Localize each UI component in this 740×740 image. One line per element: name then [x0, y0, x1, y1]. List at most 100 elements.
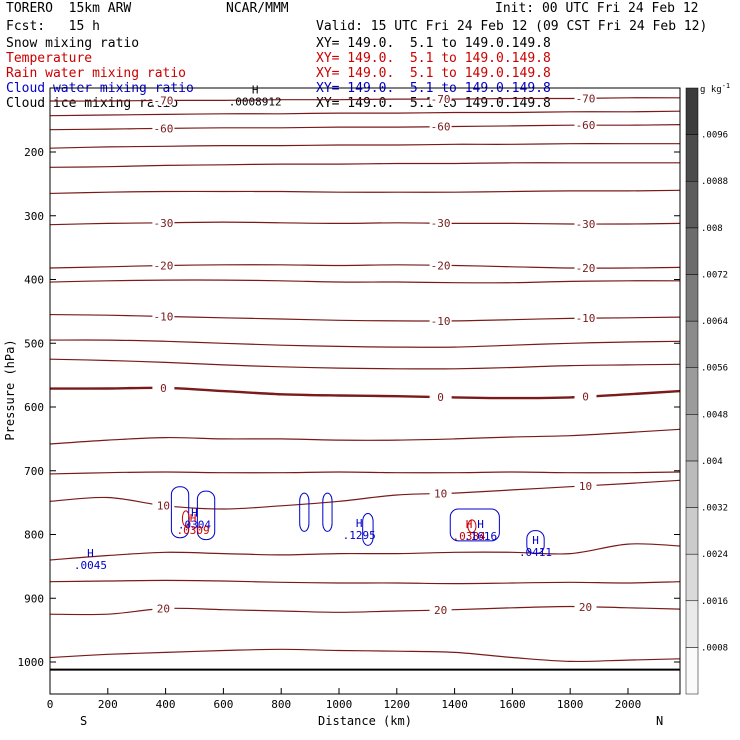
contour-label-bg — [429, 314, 452, 326]
contour-label: -10 — [431, 315, 451, 328]
y-axis-title: Pressure (hPa) — [3, 339, 17, 440]
colorbar-segment — [685, 227, 699, 275]
contour-label-bg — [574, 390, 597, 402]
contour-label: -30 — [153, 217, 173, 230]
colorbar: .0008 .0016 .0024 .0032 .004 .0048 .0056 .0064.… — [685, 87, 728, 695]
contour-label-bg — [429, 604, 452, 616]
contour-label-bg — [152, 499, 175, 511]
contour-label: -70 — [576, 92, 596, 105]
colorbar-label: .0016 — [701, 597, 728, 607]
colorbar-segment — [685, 367, 699, 415]
colorbar-segment — [685, 600, 699, 648]
colorbar-segment — [685, 274, 699, 322]
contour-label-bg — [429, 391, 452, 403]
temperature-contour — [49, 428, 681, 445]
contour-label: 20 — [157, 603, 170, 616]
contour-label: 10 — [579, 480, 592, 493]
contour-label-bg — [152, 259, 175, 271]
hydrometeor-contour — [170, 486, 190, 539]
contour-label-bg — [152, 310, 175, 322]
colorbar-label: .0024 — [701, 550, 728, 560]
contour-label-bg — [152, 602, 175, 614]
contour-label-bg — [429, 93, 452, 105]
contour-label-bg — [429, 217, 452, 229]
contour-label: -60 — [576, 119, 596, 132]
colorbar-unit: g kg-1 — [700, 82, 730, 95]
south-end-label: S — [80, 714, 87, 728]
contour-label-bg — [574, 119, 597, 131]
max-letter: H — [532, 534, 539, 547]
north-end-label: N — [656, 714, 663, 728]
hydrometeor-contour — [196, 490, 216, 541]
temperature-contour — [49, 358, 681, 370]
temperature-contour — [49, 339, 681, 348]
hydrometeor-contour — [181, 510, 190, 527]
colorbar-segment — [685, 180, 699, 229]
contour-label: -20 — [431, 259, 451, 272]
temperature-contour — [49, 162, 680, 168]
colorbar-segment — [685, 553, 699, 602]
y-tick-label: 500 — [24, 337, 44, 350]
max-value: .1616 — [464, 530, 497, 543]
x-tick-label: 1800 — [557, 698, 584, 711]
colorbar-segment — [685, 647, 699, 695]
contour-label-bg — [152, 122, 175, 134]
temperature-contour — [49, 110, 681, 117]
max-letter: H — [477, 518, 484, 531]
forecast-hour: Fcst: 15 h — [6, 19, 100, 34]
model-title: TORERO 15km ARW — [6, 1, 132, 16]
y-tick-label: 700 — [24, 465, 44, 478]
max-value: .0304 — [178, 519, 211, 532]
temperature-contours: -70 -70 -70 -60 -60 -60 -30 -30 -30 -20 -20 -20 -10 -… — [49, 92, 681, 663]
y-tick-label: 300 — [24, 210, 44, 223]
init-time: Init: 00 UTC Fri 24 Feb 12 — [495, 1, 699, 16]
valid-time: Valid: 15 UTC Fri 24 Feb 12 (09 CST Fri … — [316, 19, 708, 34]
max-value: .0008912 — [229, 95, 282, 108]
x-tick-label: 1400 — [441, 698, 468, 711]
colorbar-label: .0088 — [701, 177, 728, 187]
contour-label: 10 — [157, 499, 170, 512]
x-axis: 0 200 400 600 800 1000 1200 1400 1600 1800 2000 — [47, 688, 642, 711]
contour-label: -10 — [153, 310, 173, 323]
max-value: .0045 — [74, 559, 107, 572]
contour-label: 20 — [434, 604, 447, 617]
field-xy-snow: XY= 149.0. 5.1 to 149.0.149.8 — [316, 36, 551, 51]
temperature-contour — [49, 648, 681, 663]
x-tick-label: 0 — [47, 698, 54, 711]
temperature-contour — [49, 471, 681, 475]
max-letter: H — [191, 507, 198, 520]
y-tick-label: 200 — [24, 146, 44, 159]
temperature-contour — [49, 143, 680, 149]
max-value: .0384 — [452, 530, 485, 543]
max-letter: H — [190, 512, 197, 525]
colorbar-label: .0032 — [701, 504, 728, 514]
contour-label-bg — [152, 94, 175, 106]
hydrometeor-contour — [467, 519, 477, 534]
colorbar-segment — [685, 320, 699, 368]
colorbar-unit-exponent: -1 — [722, 82, 730, 90]
colorbar-segment — [685, 87, 699, 135]
temperature-contour — [49, 189, 681, 195]
temperature-contour — [49, 579, 681, 585]
x-tick-label: 400 — [156, 698, 176, 711]
contour-label: -60 — [153, 122, 173, 135]
contour-label: 0 — [582, 391, 589, 404]
x-tick-label: 1000 — [326, 698, 353, 711]
max-value: .0309 — [176, 524, 209, 537]
max-letter: H — [87, 547, 94, 560]
contour-label-bg — [429, 120, 452, 132]
colorbar-label: .0008 — [701, 643, 728, 653]
y-tick-label: 1000 — [18, 656, 45, 669]
colorbar-label: .0064 — [701, 317, 728, 327]
colorbar-label: .0096 — [701, 131, 728, 141]
hydrometeor-contour — [526, 530, 545, 555]
field-xy-temperature: XY= 149.0. 5.1 to 149.0.149.8 — [316, 51, 551, 66]
contour-label-bg — [574, 262, 597, 274]
hydrometeor-contour — [299, 492, 310, 532]
x-tick-label: 2000 — [615, 698, 642, 711]
contour-label: 0 — [437, 391, 444, 404]
field-name-rain: Rain water mixing ratio — [6, 66, 187, 81]
colorbar-segment — [685, 134, 699, 182]
